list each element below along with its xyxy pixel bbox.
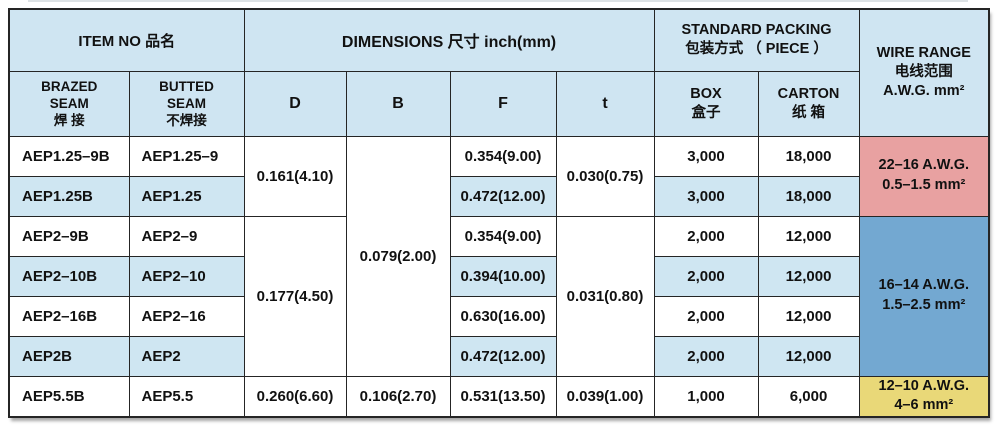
header-col-b: B bbox=[345, 70, 451, 137]
scan-edge-artifact bbox=[28, 0, 968, 2]
header-box: BOX 盒子 bbox=[653, 70, 759, 137]
cell-t-merged: 0.031(0.80) bbox=[555, 215, 655, 377]
cell-carton: 18,000 bbox=[757, 175, 860, 217]
table-row: AEP2–10B AEP2–10 0.394(10.00) 2,000 12,0… bbox=[8, 255, 989, 297]
cell-f: 0.472(12.00) bbox=[449, 175, 557, 217]
cell-t: 0.039(1.00) bbox=[555, 375, 655, 418]
cell-butted: AEP1.25 bbox=[128, 175, 245, 217]
cell-box: 2,000 bbox=[653, 335, 759, 377]
cell-brazed: AEP2–10B bbox=[8, 255, 130, 297]
cell-carton: 12,000 bbox=[757, 295, 860, 337]
header-carton: CARTON 纸 箱 bbox=[757, 70, 860, 137]
cell-d-merged: 0.177(4.50) bbox=[243, 215, 347, 377]
cell-b-merged: 0.079(2.00) bbox=[345, 135, 451, 377]
cell-carton: 6,000 bbox=[757, 375, 860, 418]
table-row: AEP2–9B AEP2–9 0.177(4.50) 0.354(9.00) 0… bbox=[8, 215, 990, 377]
header-col-d: D bbox=[243, 70, 347, 137]
header-standard-packing: STANDARD PACKING 包装方式 （ PIECE ） bbox=[653, 8, 860, 72]
cell-box: 2,000 bbox=[653, 295, 759, 337]
cell-wire-range-pink: 22–16 A.W.G. 0.5–1.5 mm² bbox=[858, 135, 990, 217]
cell-carton: 12,000 bbox=[757, 335, 860, 377]
cell-box: 1,000 bbox=[653, 375, 759, 418]
cell-brazed: AEP2–9B bbox=[8, 215, 130, 257]
table-row: AEP1.25–9B AEP1.25–9 0.161(4.10) 0.079(2… bbox=[8, 135, 990, 377]
cell-brazed: AEP1.25B bbox=[8, 175, 130, 217]
cell-f: 0.354(9.00) bbox=[449, 215, 557, 257]
cell-b: 0.106(2.70) bbox=[345, 375, 451, 418]
header-butted-seam: BUTTED SEAM 不焊接 bbox=[128, 70, 245, 137]
table-row: AEP5.5B AEP5.5 0.260(6.60) 0.106(2.70) 0… bbox=[8, 375, 990, 418]
cell-f: 0.472(12.00) bbox=[449, 335, 557, 377]
cell-box: 2,000 bbox=[653, 215, 759, 257]
cell-f: 0.531(13.50) bbox=[449, 375, 557, 418]
cell-wire-range-blue: 16–14 A.W.G. 1.5–2.5 mm² bbox=[858, 215, 990, 377]
cell-butted: AEP2 bbox=[128, 335, 245, 377]
header-col-t: t bbox=[555, 70, 655, 137]
cell-box: 2,000 bbox=[653, 255, 759, 297]
header-brazed-seam: BRAZED SEAM 焊 接 bbox=[8, 70, 130, 137]
header-item-no: ITEM NO 品名 bbox=[8, 8, 245, 72]
table-row: AEP2–16B AEP2–16 0.630(16.00) 2,000 12,0… bbox=[8, 295, 989, 337]
cell-butted: AEP1.25–9 bbox=[128, 135, 245, 177]
cell-butted: AEP5.5 bbox=[128, 375, 245, 418]
cell-brazed: AEP5.5B bbox=[8, 375, 130, 418]
cell-carton: 12,000 bbox=[757, 215, 860, 257]
cell-d-merged: 0.161(4.10) bbox=[243, 135, 347, 217]
cell-t-merged: 0.030(0.75) bbox=[555, 135, 655, 217]
terminal-spec-table: ITEM NO 品名 DIMENSIONS 尺寸 inch(mm) STANDA… bbox=[8, 8, 991, 418]
cell-d: 0.260(6.60) bbox=[243, 375, 347, 418]
cell-box: 3,000 bbox=[653, 175, 759, 217]
cell-brazed: AEP2–16B bbox=[8, 295, 130, 337]
cell-wire-range-yellow: 12–10 A.W.G. 4–6 mm² bbox=[858, 375, 990, 418]
cell-butted: AEP2–16 bbox=[128, 295, 245, 337]
header-dimensions: DIMENSIONS 尺寸 inch(mm) bbox=[243, 8, 655, 72]
cell-butted: AEP2–9 bbox=[128, 215, 245, 257]
cell-f: 0.394(10.00) bbox=[449, 255, 557, 297]
cell-carton: 18,000 bbox=[757, 135, 860, 177]
header-col-f: F bbox=[449, 70, 557, 137]
cell-carton: 12,000 bbox=[757, 255, 860, 297]
table-row: AEP1.25B AEP1.25 0.472(12.00) 3,000 18,0… bbox=[8, 175, 989, 217]
header-wire-range: WIRE RANGE 电线范围 A.W.G. mm² bbox=[858, 8, 990, 137]
cell-brazed: AEP1.25–9B bbox=[8, 135, 130, 177]
table-row: AEP2B AEP2 0.472(12.00) 2,000 12,000 bbox=[8, 335, 989, 377]
cell-butted: AEP2–10 bbox=[128, 255, 245, 297]
cell-f: 0.354(9.00) bbox=[449, 135, 557, 177]
cell-box: 3,000 bbox=[653, 135, 759, 177]
cell-brazed: AEP2B bbox=[8, 335, 130, 377]
cell-f: 0.630(16.00) bbox=[449, 295, 557, 337]
